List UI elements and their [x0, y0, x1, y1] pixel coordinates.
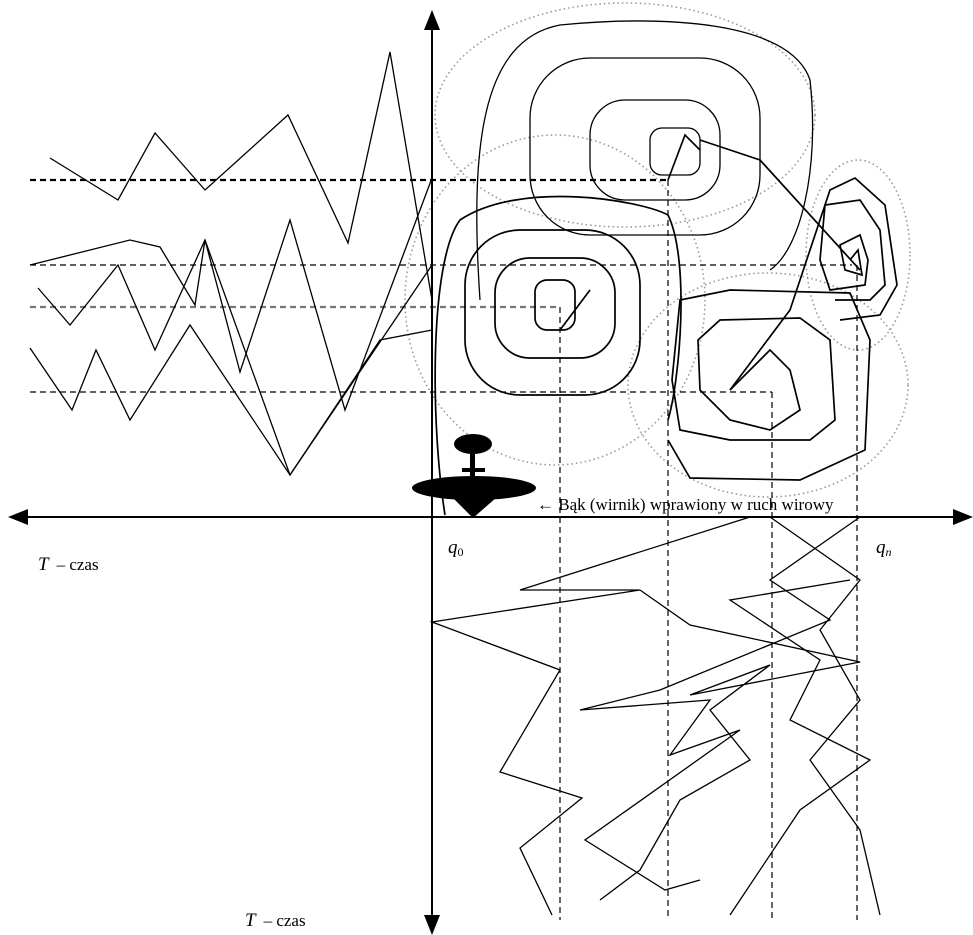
annotation: ← Bąk (wirnik) wprawiony w ruch wirowy — [537, 495, 834, 514]
q-start-label: q0 — [448, 537, 464, 559]
time-horizontal-label: T – czas — [38, 554, 99, 575]
left-trajectories — [30, 52, 432, 475]
spirals — [435, 21, 897, 515]
label-part: 0 — [458, 545, 464, 559]
spinning-top — [412, 434, 536, 518]
label-part: – czas — [56, 555, 99, 574]
label-part: q — [876, 537, 886, 558]
time-vertical-label: T – czas — [245, 910, 306, 931]
label-part: T — [245, 910, 257, 931]
axes — [8, 10, 973, 935]
label-part: T — [38, 554, 50, 575]
dashed-lines — [30, 180, 857, 920]
label-part: q — [448, 537, 458, 558]
label-part: – czas — [263, 911, 306, 930]
diagram: ← Bąk (wirnik) wprawiony w ruch wirowy q… — [0, 0, 973, 935]
bottom-trajectories — [432, 517, 880, 915]
q-end-label: qn — [876, 537, 892, 559]
label-part: n — [886, 545, 892, 559]
dotted-regions — [405, 3, 910, 497]
